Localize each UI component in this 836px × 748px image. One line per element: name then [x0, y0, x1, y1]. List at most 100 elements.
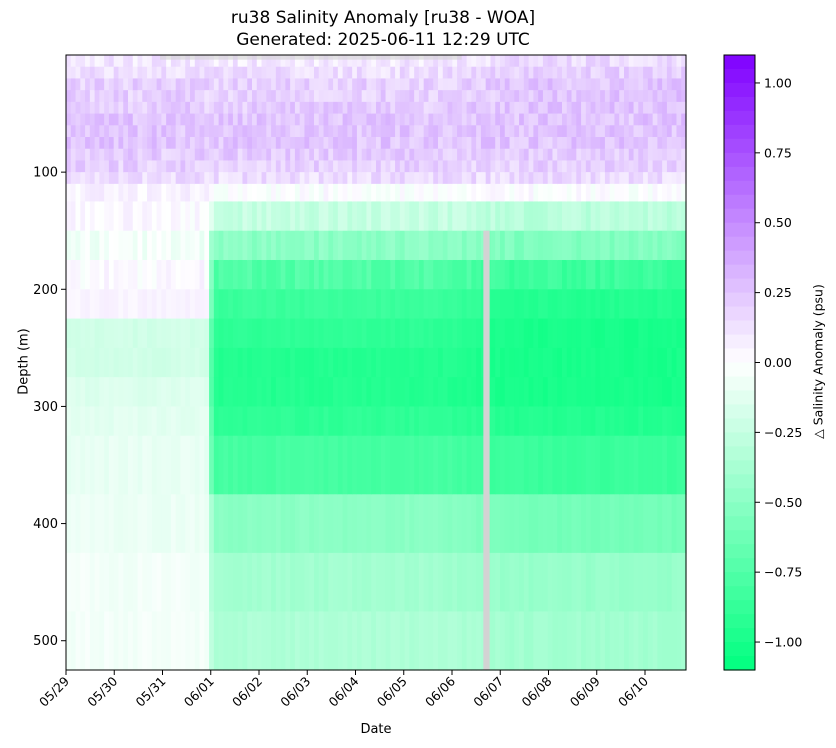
- heatmap-cell: [304, 113, 310, 126]
- heatmap-cell: [261, 55, 267, 68]
- heatmap-cell: [671, 377, 678, 408]
- heatmap-cell: [590, 183, 596, 203]
- heatmap-cell: [385, 66, 391, 80]
- heatmap-cell: [471, 289, 477, 320]
- heatmap-cell: [557, 260, 563, 290]
- heatmap-cell: [390, 125, 396, 138]
- heatmap-cell: [395, 318, 401, 349]
- heatmap-cell: [609, 318, 616, 349]
- heatmap-cell: [242, 318, 248, 349]
- heatmap-cell: [457, 125, 463, 138]
- heatmap-cell: [438, 55, 444, 68]
- heatmap-cell: [237, 347, 244, 378]
- heatmap-cell: [113, 78, 120, 91]
- heatmap-cell: [566, 148, 573, 162]
- heatmap-cell: [108, 611, 115, 671]
- heatmap-cell: [533, 611, 539, 671]
- heatmap-cell: [180, 55, 186, 68]
- heatmap-cell: [442, 160, 449, 173]
- heatmap-cell: [519, 318, 525, 349]
- heatmap-cell: [566, 260, 573, 290]
- heatmap-cell: [399, 494, 406, 554]
- heatmap-cell: [309, 201, 315, 232]
- heatmap-cell: [624, 347, 630, 378]
- heatmap-cell: [180, 90, 186, 103]
- heatmap-cell: [423, 494, 430, 554]
- heatmap-cell: [237, 406, 244, 437]
- y-tick-label: 500: [33, 634, 58, 649]
- heatmap-cell: [376, 289, 382, 320]
- heatmap-cell: [628, 101, 635, 115]
- heatmap-cell: [75, 230, 81, 261]
- heatmap-cell: [480, 201, 487, 232]
- heatmap-cell: [80, 230, 86, 261]
- heatmap-cell: [523, 406, 530, 437]
- heatmap-cell: [147, 201, 153, 232]
- heatmap-cell: [585, 183, 592, 203]
- heatmap-cell: [294, 494, 301, 554]
- heatmap-cell: [571, 113, 577, 126]
- heatmap-cell: [123, 66, 129, 80]
- heatmap-cell: [89, 289, 96, 320]
- heatmap-cell: [566, 78, 573, 91]
- heatmap-cell: [500, 347, 506, 378]
- heatmap-cell: [218, 137, 224, 150]
- heatmap-cell: [433, 101, 439, 115]
- heatmap-cell: [290, 201, 296, 232]
- heatmap-cell: [223, 148, 229, 162]
- heatmap-cell: [156, 172, 162, 185]
- heatmap-cell: [495, 183, 501, 203]
- heatmap-cell: [576, 289, 582, 320]
- heatmap-cell: [199, 183, 205, 203]
- heatmap-cell: [547, 90, 554, 103]
- heatmap-cell: [442, 318, 449, 349]
- heatmap-cell: [662, 113, 668, 126]
- heatmap-cell: [614, 201, 620, 232]
- heatmap-cell: [94, 125, 100, 138]
- heatmap-cell: [371, 494, 377, 554]
- heatmap-cell: [514, 78, 520, 91]
- heatmap-cell: [547, 435, 554, 495]
- heatmap-cell: [376, 101, 382, 115]
- heatmap-cell: [466, 137, 472, 150]
- heatmap-cell: [542, 406, 549, 437]
- heatmap-cell: [85, 125, 91, 138]
- heatmap-cell: [461, 66, 468, 80]
- heatmap-cell: [70, 201, 77, 232]
- heatmap-cell: [199, 125, 205, 138]
- heatmap-cell: [361, 377, 368, 408]
- heatmap-cell: [409, 137, 415, 150]
- heatmap-cell: [371, 377, 377, 408]
- heatmap-cell: [156, 494, 162, 554]
- heatmap-cell: [218, 78, 224, 91]
- heatmap-cell: [542, 260, 549, 290]
- heatmap-cell: [180, 318, 186, 349]
- heatmap-cell: [213, 552, 220, 613]
- heatmap-cell: [571, 66, 577, 80]
- heatmap-cell: [676, 113, 682, 126]
- heatmap-cell: [271, 611, 277, 671]
- y-axis-label: Depth (m): [16, 328, 32, 395]
- heatmap-cell: [247, 101, 253, 115]
- heatmap-cell: [318, 172, 325, 185]
- heatmap-cell: [333, 377, 339, 408]
- heatmap-cell: [576, 55, 582, 68]
- heatmap-cell: [647, 137, 654, 150]
- heatmap-cell: [576, 347, 582, 378]
- heatmap-cell: [75, 160, 81, 173]
- heatmap-cell: [66, 435, 72, 495]
- heatmap-cell: [404, 289, 410, 320]
- heatmap-cell: [495, 78, 501, 91]
- heatmap-cell: [304, 172, 310, 185]
- heatmap-cell: [428, 347, 434, 378]
- heatmap-cell: [471, 377, 477, 408]
- heatmap-cell: [323, 113, 329, 126]
- heatmap-cell: [542, 494, 549, 554]
- heatmap-cell: [347, 552, 353, 613]
- heatmap-cell: [504, 201, 511, 232]
- heatmap-cell: [395, 66, 401, 80]
- heatmap-cell: [314, 318, 320, 349]
- heatmap-cell: [261, 201, 267, 232]
- colorbar-tick-label: 0.75: [764, 145, 792, 160]
- heatmap-cell: [609, 347, 616, 378]
